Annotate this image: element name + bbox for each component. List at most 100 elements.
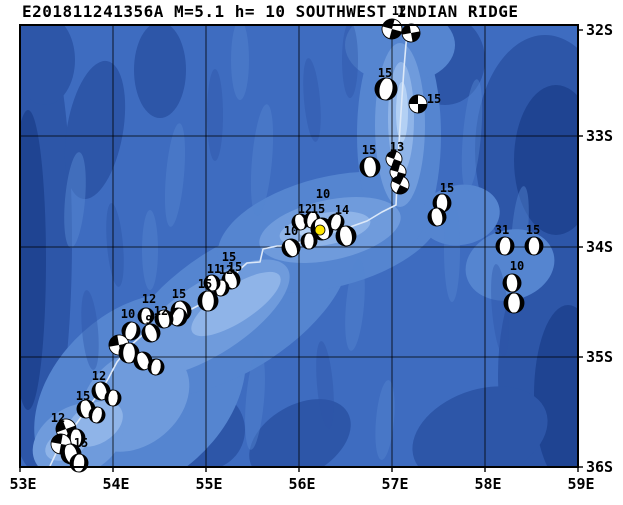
focal-mechanism-layer	[50, 18, 544, 473]
focal-quadrant	[411, 31, 420, 42]
focal-white-band	[436, 194, 448, 212]
focal-outline	[88, 406, 106, 424]
depth-label: 14	[335, 203, 349, 217]
focal-white-band	[137, 352, 149, 370]
axis-layer: 53E 54E 55E 56E 57E 58E 59E 32S 33S 34S 35S 36S	[9, 21, 613, 493]
depth-label: 15	[362, 143, 376, 157]
bathymetry-layer	[20, 25, 578, 467]
focal-mechanism	[121, 321, 141, 341]
map-title: E201811241356A M=5.1 h= 10 SOUTHWEST IND…	[22, 2, 519, 21]
grid-layer	[20, 25, 578, 467]
focal-mechanism	[300, 232, 318, 250]
bathymetry-contour	[511, 186, 529, 274]
focal-outline	[141, 323, 161, 343]
focal-quadrant	[109, 335, 119, 347]
focal-white-band	[379, 78, 393, 100]
focal-white-band	[284, 239, 298, 257]
longitude-tick-label: 54E	[102, 475, 129, 493]
focal-quadrant	[409, 95, 418, 104]
focal-mechanism	[495, 236, 515, 256]
depth-label: 15	[526, 223, 540, 237]
bathymetry-contour	[375, 380, 395, 460]
focal-mechanism	[221, 270, 241, 290]
depth-label: 11	[207, 262, 221, 276]
focal-white-band	[528, 237, 540, 255]
focal-outline	[385, 150, 403, 168]
focal-mechanism	[335, 225, 357, 247]
focal-mechanism	[432, 193, 452, 213]
focal-mechanism	[133, 351, 153, 371]
depth-label: 15	[311, 202, 325, 216]
depth-label: 15	[198, 277, 212, 291]
focal-outline	[502, 273, 522, 293]
focal-mechanism	[385, 150, 403, 168]
focal-mechanism	[401, 23, 421, 43]
longitude-tick-label: 58E	[474, 475, 501, 493]
focal-white-band	[123, 343, 135, 363]
focal-outline	[495, 236, 515, 256]
focal-outline	[69, 453, 89, 473]
bathymetry-contour	[250, 104, 274, 216]
focal-white-band	[145, 324, 157, 342]
focal-outline	[327, 213, 345, 231]
longitude-tick-label: 53E	[9, 475, 36, 493]
focal-outline	[147, 358, 165, 376]
focal-white-band	[207, 275, 217, 291]
focal-quadrant	[396, 185, 409, 194]
focal-outline	[197, 290, 219, 312]
focal-outline	[408, 94, 428, 114]
depth-label: 9	[145, 313, 152, 327]
focal-mechanism	[104, 389, 122, 407]
latitude-tick-label: 34S	[586, 238, 613, 256]
latitude-tick-label: 36S	[586, 458, 613, 476]
focal-outline	[390, 175, 410, 195]
focal-mechanism	[147, 358, 165, 376]
focal-white-band	[431, 208, 443, 226]
focal-mechanism	[141, 323, 161, 343]
focal-outline	[203, 274, 221, 292]
bathymetry-contour	[207, 69, 223, 161]
focal-mechanism	[503, 292, 525, 314]
bathymetry-contour	[345, 259, 365, 351]
latitude-tick-label: 32S	[586, 21, 613, 39]
focal-mechanism	[203, 274, 221, 292]
depth-label: 15	[172, 287, 186, 301]
focal-outline	[137, 307, 155, 325]
focal-mechanism	[524, 236, 544, 256]
bathymetry-contour	[81, 290, 99, 370]
focal-quadrant	[51, 434, 63, 444]
bathymetry-contour	[231, 25, 249, 100]
depth-label: 15	[440, 181, 454, 195]
focal-outline	[335, 225, 357, 247]
longitude-tick-label: 59E	[567, 475, 594, 493]
depth-label: 12	[154, 304, 168, 318]
bathymetry-contour	[164, 123, 186, 227]
depth-label: 12	[92, 369, 106, 383]
focal-white-band	[499, 237, 511, 255]
bathymetry-contour	[106, 203, 124, 287]
focal-outline	[427, 207, 447, 227]
focal-outline	[374, 77, 398, 101]
focal-mechanism	[502, 273, 522, 293]
depth-label: 15	[74, 436, 88, 450]
focal-mechanism	[374, 77, 398, 101]
bathymetry-contour	[461, 79, 483, 191]
focal-white-band	[295, 214, 305, 230]
focal-white-band	[92, 407, 102, 423]
focal-outline	[503, 292, 525, 314]
focal-mechanism	[154, 309, 174, 329]
focal-white-band	[331, 214, 341, 230]
focal-outline	[104, 389, 122, 407]
focal-outline	[359, 156, 381, 178]
focal-outline	[133, 351, 153, 371]
focal-mechanism	[197, 290, 219, 312]
depth-label: 12	[298, 202, 312, 216]
bathymetry-contour	[514, 85, 578, 235]
longitude-tick-label: 57E	[381, 475, 408, 493]
focal-white-band	[506, 274, 518, 292]
focal-white-band	[108, 390, 118, 406]
focal-outline	[281, 238, 301, 258]
bathymetry-contour	[396, 82, 408, 142]
